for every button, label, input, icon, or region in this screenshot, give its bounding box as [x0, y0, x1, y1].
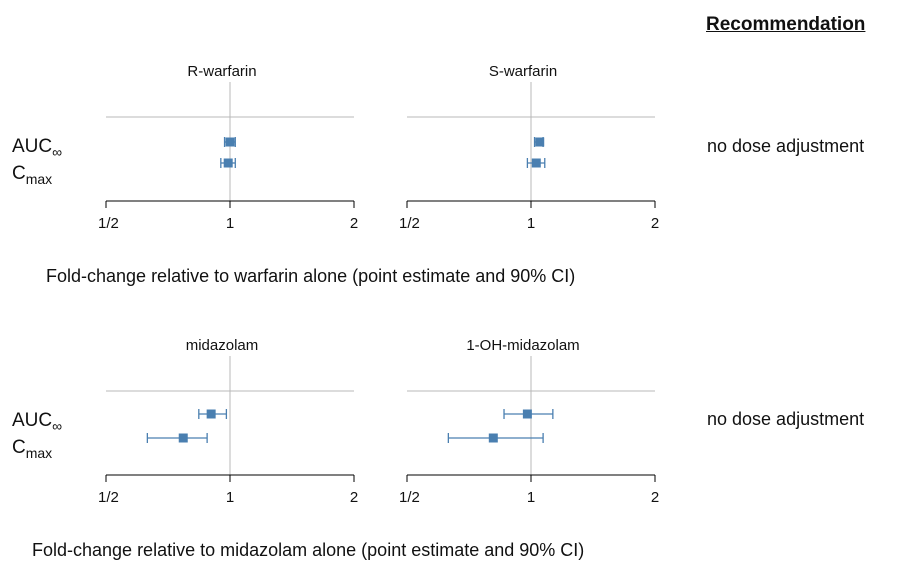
panel-title: S-warfarin: [489, 63, 557, 80]
x-tick-label: 1: [226, 215, 234, 232]
panel-title: midazolam: [186, 337, 259, 354]
point-estimate: [535, 137, 545, 147]
x-tick-label: 2: [651, 489, 659, 506]
point-estimate: [225, 137, 235, 147]
row-labels-section-2: AUC∞ Cmax: [12, 410, 62, 464]
x-tick-label: 1/2: [399, 215, 420, 232]
point-estimate: [206, 409, 216, 419]
recommendation-section-2: no dose adjustment: [707, 409, 865, 429]
recommendation-header: Recommendation: [706, 14, 866, 35]
caption-section-2: Fold-change relative to midazolam alone …: [32, 540, 585, 560]
cmax-label: Cmax: [12, 436, 53, 461]
x-tick-label: 1/2: [98, 489, 119, 506]
x-tick-label: 2: [651, 215, 659, 232]
forest-panel-2: S-warfarin 1/2 1 2: [399, 63, 659, 232]
point-estimate: [531, 158, 541, 168]
x-tick-label: 2: [350, 489, 358, 506]
panel-title: 1-OH-midazolam: [466, 337, 579, 354]
x-tick-label: 1: [527, 215, 535, 232]
x-tick-label: 1/2: [98, 215, 119, 232]
row-labels-section-1: AUC∞ Cmax: [12, 136, 62, 190]
point-estimate: [522, 409, 532, 419]
point-estimate: [178, 433, 188, 443]
caption-section-1: Fold-change relative to warfarin alone (…: [46, 266, 576, 286]
panel-title: R-warfarin: [187, 63, 256, 80]
auc-label: AUC∞: [12, 410, 63, 434]
forest-panel-1: R-warfarin 1/2 1 2: [98, 63, 358, 232]
x-tick-label: 2: [350, 215, 358, 232]
recommendation-section-1: no dose adjustment: [707, 136, 865, 156]
cmax-label: Cmax: [12, 162, 53, 187]
x-tick-label: 1/2: [399, 489, 420, 506]
point-estimate: [223, 158, 233, 168]
point-estimate: [488, 433, 498, 443]
x-tick-label: 1: [226, 489, 234, 506]
forest-panel-3: midazolam 1/2 1 2: [98, 337, 358, 506]
x-tick-label: 1: [527, 489, 535, 506]
auc-label: AUC∞: [12, 136, 63, 160]
forest-panel-4: 1-OH-midazolam 1/2 1 2: [399, 337, 659, 506]
